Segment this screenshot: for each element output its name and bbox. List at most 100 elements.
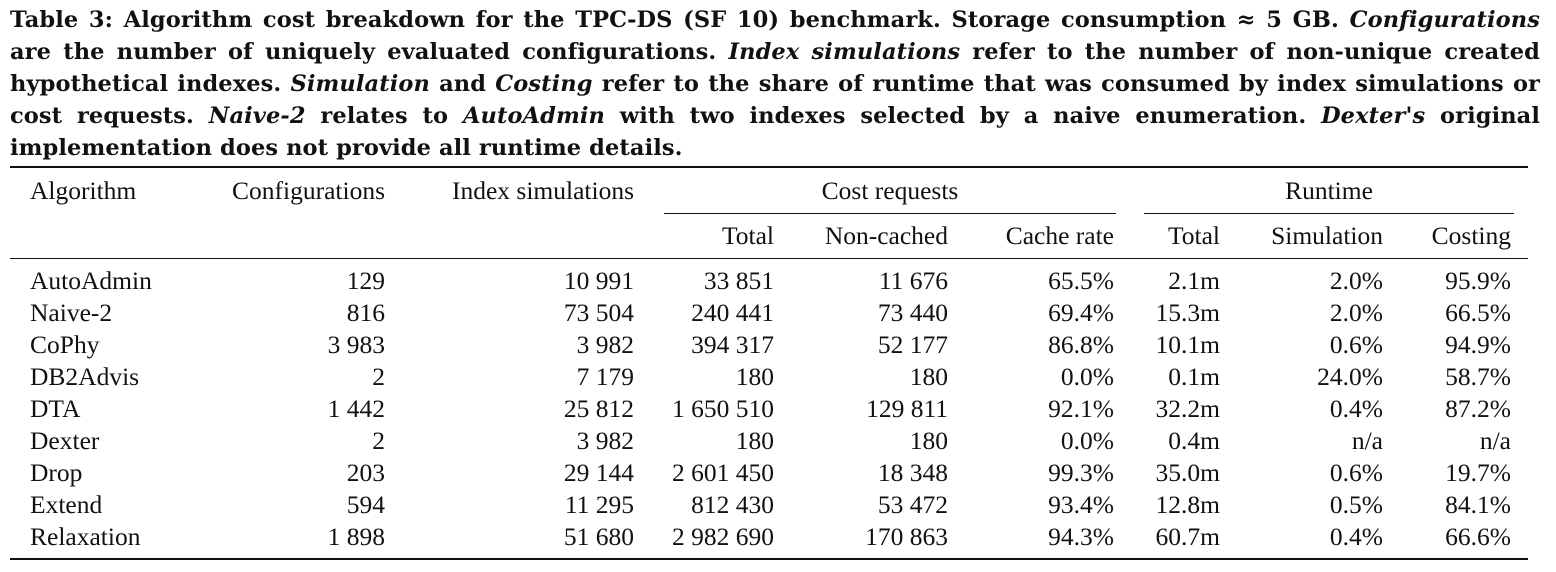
cell-cost-noncached: 73 440 (877, 298, 948, 327)
header-algorithm: Algorithm (30, 176, 137, 205)
cell-algorithm: Relaxation (30, 522, 141, 551)
cell-runtime-costing: 66.5% (1445, 298, 1511, 327)
caption-text: are the number of uniquely evaluated con… (10, 39, 729, 65)
caption-text: refer to the share of runtime that was c… (10, 71, 1541, 129)
header-index-simulations: Index simulations (451, 176, 634, 205)
top-rule (10, 166, 1528, 169)
cell-algorithm: Naive-2 (30, 298, 113, 327)
cell-cost-noncached: 170 863 (865, 522, 948, 551)
cell-index-simulations: 3 982 (576, 330, 634, 359)
cell-configurations: 3 983 (327, 330, 385, 359)
cell-runtime-simulation: 2.0% (1329, 266, 1383, 295)
cell-runtime-total: 12.8m (1155, 490, 1220, 519)
cell-runtime-total: 60.7m (1155, 522, 1220, 551)
cell-runtime-costing: 66.6% (1445, 522, 1511, 551)
cell-runtime-simulation: 0.6% (1329, 330, 1383, 359)
table-caption: Table 3: Algorithm cost breakdown for th… (10, 4, 1540, 164)
caption-term: Dexter's (1321, 103, 1426, 129)
caption-text: relates to (305, 103, 463, 129)
caption-term: AutoAdmin (462, 103, 605, 129)
runtime-cmidrule (1144, 213, 1514, 215)
caption-text: Algorithm cost breakdown for the TPC-DS … (113, 7, 1350, 33)
cell-index-simulations: 73 504 (563, 298, 634, 327)
cell-runtime-total: 10.1m (1155, 330, 1220, 359)
cell-cost-noncached: 18 348 (877, 458, 948, 487)
cell-runtime-simulation: 24.0% (1317, 362, 1383, 391)
cell-runtime-total: 0.1m (1168, 362, 1220, 391)
header-runtime-total: Total (1167, 221, 1220, 250)
cell-cost-total: 180 (735, 362, 774, 391)
cell-cache-rate: 93.4% (1048, 490, 1114, 519)
cell-cost-total: 2 982 690 (672, 522, 774, 551)
header-runtime-simulation: Simulation (1271, 221, 1383, 250)
cell-cost-noncached: 180 (909, 362, 948, 391)
cell-algorithm: DTA (30, 394, 81, 423)
header-runtime: Runtime (1285, 176, 1373, 205)
caption-text: and (429, 71, 496, 97)
cell-configurations: 816 (346, 298, 385, 327)
cell-configurations: 594 (346, 490, 385, 519)
cell-algorithm: Dexter (30, 426, 100, 455)
cell-runtime-costing: 84.1% (1445, 490, 1511, 519)
cell-algorithm: Drop (30, 458, 83, 487)
cell-configurations: 1 442 (327, 394, 385, 423)
cell-runtime-total: 2.1m (1168, 266, 1220, 295)
cell-runtime-simulation: 0.5% (1329, 490, 1383, 519)
cell-cache-rate: 99.3% (1048, 458, 1114, 487)
cell-runtime-simulation: 0.6% (1329, 458, 1383, 487)
cell-index-simulations: 10 991 (563, 266, 634, 295)
cell-configurations: 129 (346, 266, 385, 295)
table-label: Table 3: (10, 7, 114, 33)
cell-cost-noncached: 53 472 (877, 490, 948, 519)
cell-index-simulations: 25 812 (563, 394, 634, 423)
cell-runtime-simulation: n/a (1351, 426, 1383, 455)
cell-configurations: 2 (372, 362, 385, 391)
header-rule (10, 258, 1528, 260)
cell-runtime-costing: 95.9% (1445, 266, 1511, 295)
cell-algorithm: DB2Advis (30, 362, 140, 391)
cell-index-simulations: 29 144 (563, 458, 634, 487)
cell-cost-noncached: 11 676 (878, 266, 948, 295)
cell-algorithm: CoPhy (30, 330, 100, 359)
cell-cost-total: 2 601 450 (672, 458, 774, 487)
cell-configurations: 1 898 (327, 522, 385, 551)
header-configurations: Configurations (232, 176, 385, 205)
cell-cache-rate: 94.3% (1048, 522, 1114, 551)
cell-cost-total: 240 441 (691, 298, 774, 327)
cell-cost-noncached: 52 177 (877, 330, 948, 359)
cell-runtime-costing: n/a (1479, 426, 1511, 455)
cell-cost-total: 812 430 (691, 490, 774, 519)
caption-term: Naive-2 (208, 103, 306, 129)
cell-runtime-simulation: 0.4% (1329, 522, 1383, 551)
cell-runtime-costing: 19.7% (1445, 458, 1511, 487)
cell-cache-rate: 92.1% (1048, 394, 1114, 423)
cell-runtime-total: 32.2m (1155, 394, 1220, 423)
cell-index-simulations: 7 179 (576, 362, 634, 391)
cell-algorithm: Extend (30, 490, 103, 519)
cost-requests-cmidrule (664, 213, 1116, 215)
cell-runtime-costing: 58.7% (1445, 362, 1511, 391)
cell-cache-rate: 65.5% (1048, 266, 1114, 295)
header-runtime-costing: Costing (1431, 221, 1511, 250)
cell-cost-total: 394 317 (691, 330, 774, 359)
header-cost-noncached: Non-cached (824, 221, 948, 250)
header-cost-total: Total (721, 221, 774, 250)
caption-term: Index simulations (728, 39, 961, 65)
cell-algorithm: AutoAdmin (30, 266, 152, 295)
caption-text: original implementation does not provide… (10, 103, 1540, 161)
cell-runtime-simulation: 2.0% (1329, 298, 1383, 327)
cell-index-simulations: 51 680 (563, 522, 634, 551)
cell-cache-rate: 86.8% (1048, 330, 1114, 359)
cell-cost-noncached: 180 (909, 426, 948, 455)
cell-runtime-simulation: 0.4% (1329, 394, 1383, 423)
cell-cost-total: 33 851 (703, 266, 774, 295)
caption-term: Costing (495, 71, 593, 97)
cell-cache-rate: 69.4% (1048, 298, 1114, 327)
header-cache-rate: Cache rate (1005, 221, 1114, 250)
cell-cost-total: 180 (735, 426, 774, 455)
cell-cost-noncached: 129 811 (866, 394, 948, 423)
caption-term: Simulation (290, 71, 430, 97)
cell-runtime-total: 0.4m (1168, 426, 1220, 455)
cell-index-simulations: 3 982 (576, 426, 634, 455)
cell-runtime-costing: 87.2% (1445, 394, 1511, 423)
